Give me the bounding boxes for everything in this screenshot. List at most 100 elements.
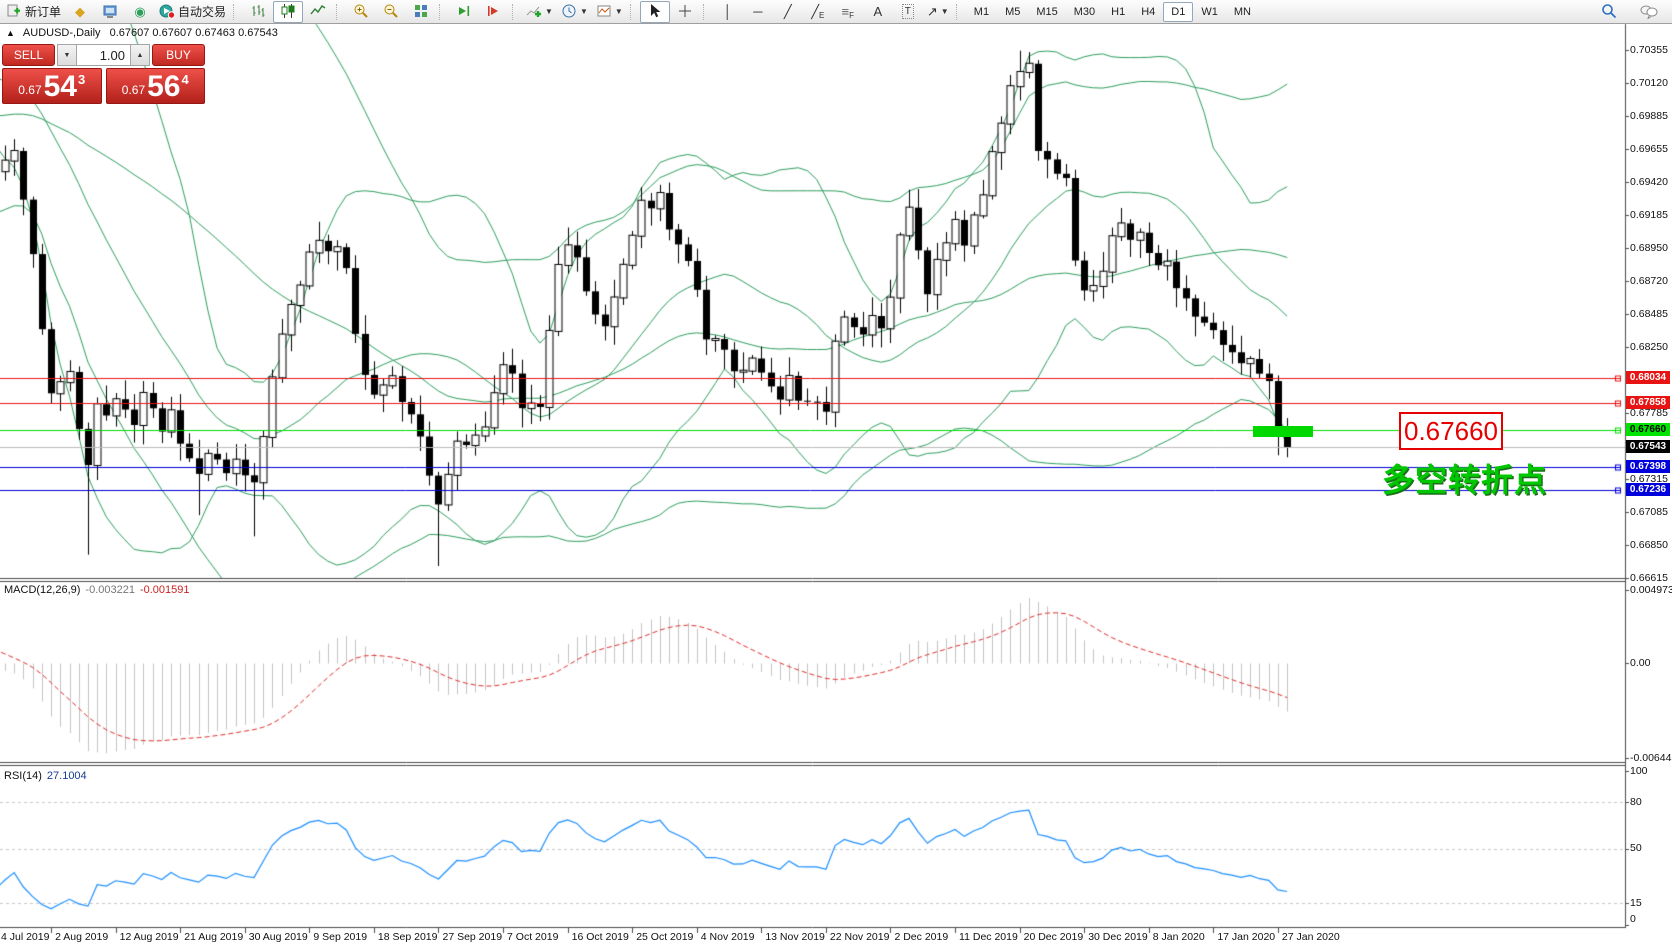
signal-icon: ◉: [134, 4, 146, 19]
new-order-icon: [6, 3, 22, 21]
horizontal-line-button[interactable]: ─: [743, 1, 773, 23]
symbol-ohlc-readout: ▲ AUDUSD-,Daily 0.67607 0.67607 0.67463 0…: [6, 27, 278, 39]
channel-icon: ╱: [811, 4, 820, 19]
bar-chart-icon: [250, 3, 266, 21]
macd-main-value: -0.003221: [85, 584, 135, 596]
ohlc-values: 0.67607 0.67607 0.67463 0.67543: [109, 27, 278, 39]
buy-price-button[interactable]: 0.67 56 4: [105, 68, 205, 104]
templates-button[interactable]: ▼: [592, 1, 627, 23]
timeframe-h4-button[interactable]: H4: [1141, 5, 1156, 18]
zoom-in-icon: [353, 3, 369, 21]
cursor-button[interactable]: [639, 0, 670, 23]
volume-stepper: ▼ 1.00 ▲: [57, 44, 150, 66]
toolbar-separator: [336, 3, 343, 20]
rsi-indicator-label: RSI(14) 27.1004: [4, 770, 87, 782]
toolbar-separator: [702, 3, 710, 20]
toolbar-separator: [955, 3, 963, 20]
zoom-in-button[interactable]: [346, 1, 376, 23]
candlestick-chart-button[interactable]: [273, 0, 304, 23]
auto-trading-button-label: 自动交易: [178, 5, 227, 19]
volume-increase-button[interactable]: ▲: [130, 44, 150, 66]
templates-icon: [596, 3, 612, 21]
buy-button[interactable]: BUY: [152, 44, 205, 66]
toolbar-separator: [233, 3, 240, 20]
text-button[interactable]: A: [863, 1, 893, 23]
vertical-line-icon: │: [723, 4, 732, 19]
sell-price-small: 0.67: [18, 83, 42, 97]
fibonacci-button[interactable]: ≡ F: [833, 1, 863, 23]
sell-price-sup: 3: [78, 72, 86, 87]
buy-price-small: 0.67: [121, 83, 146, 97]
buy-price-sup: 4: [181, 72, 189, 87]
horizontal-line-icon: ─: [753, 4, 763, 19]
zoom-out-button[interactable]: [376, 1, 406, 23]
line-chart-button[interactable]: [303, 1, 333, 23]
sell-price-big: 54: [43, 69, 77, 103]
crosshair-icon: [677, 3, 693, 21]
buy-price-big: 56: [147, 69, 181, 103]
tool-subscript: E: [819, 11, 825, 20]
channel-button[interactable]: ╱ E: [803, 1, 833, 23]
bar-chart-button[interactable]: [243, 1, 273, 23]
search-button[interactable]: [1594, 1, 1624, 23]
indicators-button[interactable]: ▼: [522, 1, 557, 23]
volume-input[interactable]: 1.00: [77, 44, 130, 66]
chart-shift-button[interactable]: [479, 1, 509, 23]
symbol-name: AUDUSD-,Daily: [22, 27, 101, 39]
timeframe-h1-button[interactable]: H1: [1111, 5, 1126, 18]
vertical-line-button[interactable]: │: [713, 1, 743, 23]
gold-icon-icon: ◆: [75, 4, 86, 19]
tool-subscript: F: [849, 11, 855, 20]
periods-button[interactable]: ▼: [557, 1, 592, 23]
crosshair-button[interactable]: [670, 1, 700, 23]
search-icon: [1601, 3, 1617, 21]
label-button[interactable]: T: [893, 1, 923, 23]
indicators-icon: [526, 3, 542, 21]
shapes-icon: ↗: [926, 4, 938, 19]
sell-price-button[interactable]: 0.67 54 3: [2, 68, 102, 104]
chat-icon: [1640, 3, 1658, 21]
label-icon: T: [901, 4, 914, 19]
trendline-button[interactable]: ╱: [773, 1, 803, 23]
sell-button[interactable]: SELL: [2, 44, 55, 66]
price-annotation-label[interactable]: 0.67660: [1399, 412, 1503, 450]
cursor-icon: [647, 3, 663, 21]
auto-scroll-button[interactable]: [449, 1, 479, 23]
one-click-trading-panel: SELL ▼ 1.00 ▲ BUY 0.67 54 3 0.67 56 4: [2, 44, 205, 104]
auto-trading-button[interactable]: 自动交易: [155, 1, 230, 23]
dropdown-caret-icon: ▼: [579, 7, 588, 16]
timeframe-w1-button[interactable]: W1: [1201, 5, 1218, 18]
tile-windows-button[interactable]: [406, 1, 436, 23]
toolbar-separator: [439, 3, 446, 20]
tile-windows-icon: [413, 3, 429, 21]
collapse-panel-icon[interactable]: ▲: [6, 28, 15, 38]
terminal-icon: [102, 3, 118, 21]
chat-button[interactable]: [1634, 1, 1664, 23]
timeframe-m1-button[interactable]: M1: [973, 5, 990, 18]
fibonacci-icon: ≡: [841, 4, 850, 19]
timeframe-m30-button[interactable]: M30: [1073, 5, 1096, 18]
rsi-name: RSI(14): [4, 770, 42, 782]
timeframe-m15-button[interactable]: M15: [1036, 5, 1058, 18]
gold-icon-button[interactable]: ◆: [65, 1, 95, 23]
auto-scroll-icon: [456, 3, 472, 21]
line-chart-icon: [310, 3, 326, 21]
timeframe-mn-button[interactable]: MN: [1233, 5, 1251, 18]
signal-button[interactable]: ◉: [125, 1, 155, 23]
zoom-out-icon: [383, 3, 399, 21]
new-order-button-label: 新订单: [25, 5, 62, 19]
highlight-rectangle-object[interactable]: [1253, 426, 1313, 437]
toolbar-separator: [512, 3, 519, 20]
timeframe-m5-button[interactable]: M5: [1005, 5, 1021, 18]
auto-trading-icon: [159, 3, 176, 21]
volume-decrease-button[interactable]: ▼: [57, 44, 77, 66]
shapes-button[interactable]: ↗ ▼: [923, 1, 953, 23]
rsi-value: 27.1004: [46, 770, 87, 782]
timeframe-d1-button[interactable]: D1: [1163, 1, 1194, 22]
turning-point-annotation[interactable]: 多空转折点: [1382, 462, 1548, 498]
terminal-button[interactable]: [95, 1, 125, 23]
candlestick-chart-icon: [280, 3, 296, 21]
new-order-button[interactable]: 新订单: [2, 1, 65, 23]
